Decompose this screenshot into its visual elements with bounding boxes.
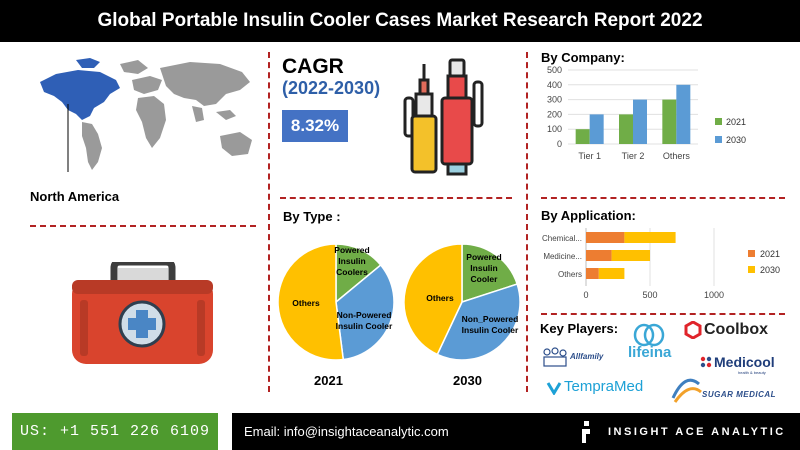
footer-brand-name: INSIGHT ACE ANALYTIC — [608, 425, 786, 438]
bar-2021 — [586, 250, 612, 261]
legend-label: 2030 — [726, 135, 746, 145]
x-tick-label: 1000 — [704, 290, 724, 300]
bar-2021 — [586, 232, 625, 243]
legend-swatch — [748, 266, 755, 273]
pie-2030-year: 2030 — [453, 373, 482, 388]
coolbox-hexagon-icon — [684, 321, 702, 339]
pie-slice-label: Non-Powered Insulin Cooler — [336, 310, 393, 331]
y-tick-label: 100 — [547, 124, 562, 134]
coolbox-logo: Coolbox — [684, 321, 768, 339]
medicool-logo: Medicool — [700, 354, 775, 370]
key-players-title: Key Players: — [540, 321, 619, 336]
report-title: Global Portable Insulin Cooler Cases Mar… — [0, 0, 800, 42]
by-application-title: By Application: — [541, 208, 636, 223]
bar-2021 — [662, 99, 677, 144]
divider — [526, 52, 528, 392]
x-tick-label: Others — [663, 151, 691, 161]
legend-swatch — [715, 136, 722, 143]
divider — [268, 52, 270, 392]
divider — [541, 197, 785, 199]
footer-phone: US: +1 551 226 6109 — [12, 413, 218, 450]
bar-2030 — [624, 232, 676, 243]
pie-slice-label: Powered Insulin Coolers — [334, 245, 369, 277]
pie-slice-label: Others — [426, 293, 454, 303]
divider — [541, 313, 785, 315]
bar-2030 — [676, 84, 691, 144]
bar-2030 — [589, 114, 604, 144]
y-tick-label: 400 — [547, 80, 562, 90]
x-tick-label: Tier 2 — [622, 151, 645, 161]
brand-logo-icon — [582, 420, 590, 443]
pie-slice-label: Powered Insulin Cooler — [466, 252, 501, 284]
x-tick-label: Tier 1 — [578, 151, 601, 161]
allfamily-mark-icon — [543, 347, 567, 367]
pie-slice — [436, 283, 521, 361]
y-tick-label: 300 — [547, 95, 562, 105]
sugar-medical-logo: SUGAR MEDICAL — [702, 390, 777, 399]
footer-email: Email: info@insightaceanalytic.com — [232, 413, 562, 450]
divider — [280, 197, 512, 199]
lifeina-logo: lifeina — [628, 344, 672, 361]
tempramed-check-icon — [546, 381, 562, 395]
tempramed-logo: TempraMed — [546, 378, 643, 395]
cagr-years: (2022-2030) — [282, 78, 381, 98]
by-type-title: By Type : — [283, 209, 341, 224]
medicool-tagline: health & beauty — [738, 370, 766, 375]
x-tick-label: 0 — [583, 290, 588, 300]
insulin-pen-icon — [403, 58, 484, 176]
y-tick-label: Others — [558, 270, 582, 279]
legend-swatch — [748, 250, 755, 257]
legend-label: 2030 — [760, 265, 780, 275]
cagr-value: 8.32% — [282, 110, 348, 142]
pie-slice — [335, 243, 382, 304]
pie-slice — [461, 243, 519, 304]
bar-2030 — [611, 250, 650, 261]
world-map-icon — [40, 58, 252, 172]
bar-2030 — [633, 99, 647, 144]
pie-slice — [277, 243, 345, 361]
medical-case-icon — [72, 262, 213, 364]
bar-2021 — [575, 129, 590, 144]
allfamily-logo: Allfamily — [570, 352, 604, 361]
by-company-chart: 0 100 200 300 400 500 Tier 1 Tier 2 Others 2021 20… — [547, 65, 746, 161]
y-tick-label: Chemical... — [542, 234, 582, 243]
bar-2021 — [619, 114, 633, 144]
legend-label: 2021 — [760, 249, 780, 259]
y-tick-label: Medicine... — [543, 252, 582, 261]
legend-label: 2021 — [726, 117, 746, 127]
bar-2021 — [586, 268, 599, 279]
x-tick-label: 500 — [642, 290, 657, 300]
pie-slice — [403, 243, 463, 356]
y-tick-label: 500 — [547, 65, 562, 75]
pie-slice — [335, 263, 395, 361]
y-tick-label: 0 — [557, 139, 562, 149]
by-application-chart: 0 500 1000 Chemical... Medicine... Others 2021… — [542, 228, 780, 300]
y-tick-label: 200 — [547, 109, 562, 119]
divider — [30, 225, 256, 227]
by-company-title: By Company: — [541, 50, 625, 65]
cagr-title: CAGR — [282, 55, 344, 78]
pie-2021-year: 2021 — [314, 373, 343, 388]
pie-chart-2021: Powered Insulin Coolers Non-Powered Insulin … — [277, 243, 395, 361]
legend-swatch — [715, 118, 722, 125]
pie-chart-2030: Powered Insulin Cooler Non_Powered Insulin C… — [403, 243, 521, 361]
region-label: North America — [30, 189, 120, 204]
pie-slice-label: Others — [292, 298, 320, 308]
pie-slice-label: Non_Powered Insulin Cooler — [462, 314, 519, 335]
footer-brand: INSIGHT ACE ANALYTIC — [562, 413, 800, 450]
lifeina-mark-icon — [633, 323, 665, 347]
medicool-dots-icon — [700, 356, 712, 368]
bar-2030 — [598, 268, 625, 279]
sugar-medical-swirl-icon — [671, 378, 702, 403]
